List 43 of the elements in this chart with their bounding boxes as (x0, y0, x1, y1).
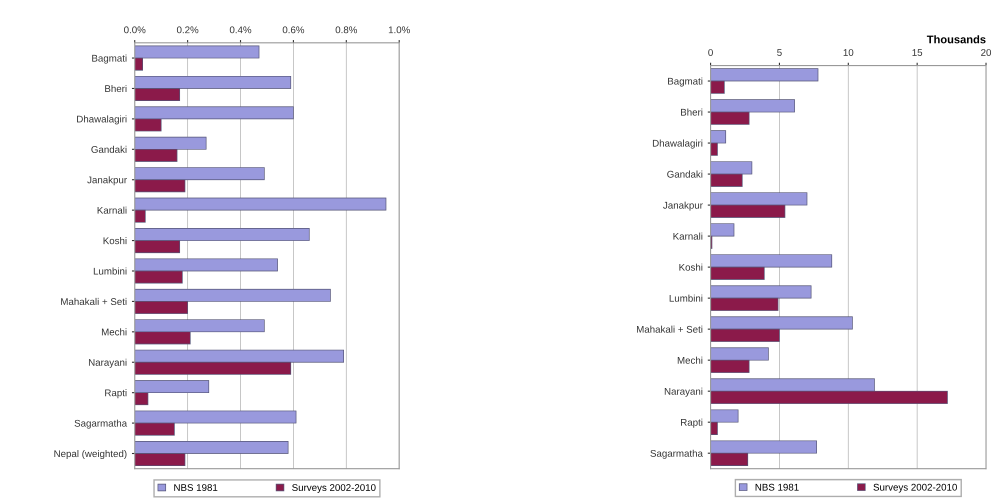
y-tick-label: Mahakali + Seti (61, 298, 126, 306)
y-tick-label: Dhawalagiri (652, 140, 702, 149)
legend-label: Surveys 2002-2010 (292, 484, 376, 493)
x-tick-label: 20 (981, 49, 992, 56)
y-tick-label: Sagarmatha (650, 450, 703, 459)
y-tick-label: Dhawalagiri (77, 115, 126, 124)
y-tick-label: Gandaki (667, 170, 702, 178)
x-tick-label: 0.6% (282, 26, 304, 34)
y-tick-label: Bheri (681, 108, 702, 116)
x-tick-label: 0.2% (176, 26, 198, 34)
y-tick-label: Karnali (673, 232, 702, 240)
x-axis-title: Thousands (926, 35, 986, 44)
y-tick-label: Bheri (105, 84, 126, 92)
y-tick-label: Bagmati (92, 54, 126, 64)
x-tick-label: 0.4% (230, 26, 252, 34)
legend-label: NBS 1981 (174, 484, 218, 491)
y-tick-label: Karnali (98, 206, 126, 214)
y-tick-label: Nepal (weighted) (54, 450, 126, 460)
x-tick-label: 0.0% (124, 26, 146, 34)
legend-label: NBS 1981 (756, 484, 799, 491)
y-tick-label: Narayani (664, 388, 702, 397)
y-tick-label: Rapti (105, 389, 126, 398)
y-tick-label: Janakpur (87, 176, 127, 186)
y-tick-label: Narayani (88, 358, 126, 368)
y-tick-label: Janakpur (663, 202, 703, 211)
x-tick-label: 10 (844, 49, 854, 56)
x-tick-label: 5 (777, 49, 782, 56)
y-tick-label: Bagmati (668, 78, 702, 87)
y-tick-label: Mahakali + Seti (636, 326, 702, 333)
x-tick-label: 1.0% (388, 26, 410, 34)
y-tick-label: Lumbini (94, 267, 126, 275)
legend-label: Surveys 2002-2010 (873, 484, 957, 493)
x-tick-label: 0.8% (336, 26, 358, 34)
x-tick-label: 15 (912, 49, 922, 56)
y-tick-label: Koshi (679, 264, 702, 271)
y-tick-label: Rapti (681, 418, 702, 428)
y-tick-label: Koshi (104, 237, 126, 244)
y-tick-label: Mechi (102, 328, 126, 336)
y-tick-label: Mechi (678, 356, 702, 364)
x-tick-label: 0 (708, 49, 713, 56)
y-tick-label: Sagarmatha (74, 420, 128, 429)
y-tick-label: Gandaki (91, 146, 126, 153)
y-tick-label: Lumbini (670, 294, 702, 302)
